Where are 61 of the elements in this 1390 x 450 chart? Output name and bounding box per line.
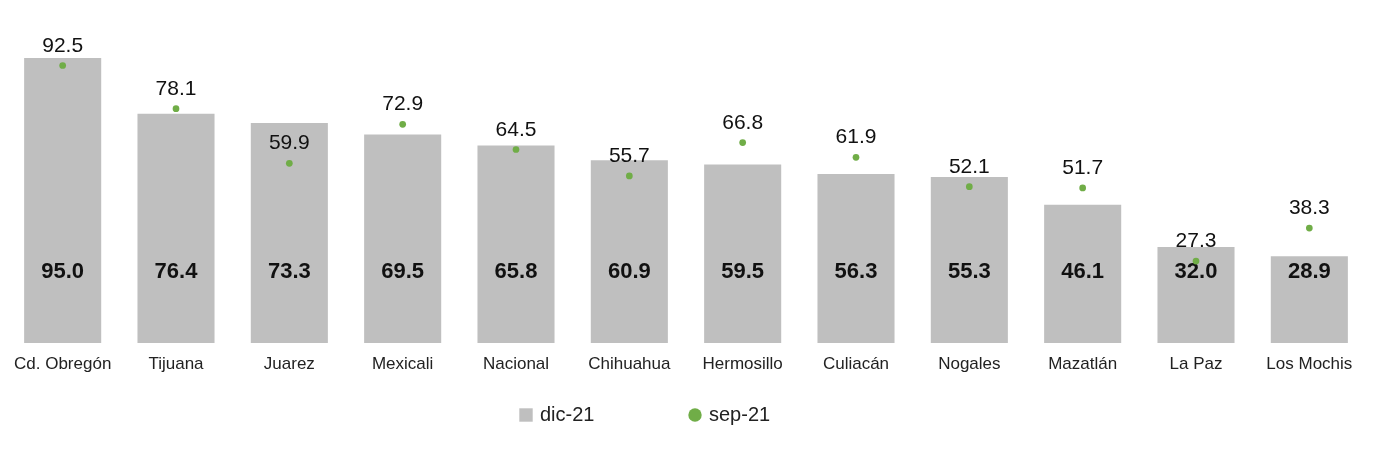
bar <box>1044 204 1122 343</box>
data-label: 51.7 <box>1062 154 1104 178</box>
data-label: 92.5 <box>42 32 84 56</box>
x-tick-label: Chihuahua <box>588 353 671 373</box>
x-tick-label: Juarez <box>263 353 315 373</box>
point <box>739 139 747 146</box>
bar <box>477 145 555 343</box>
point <box>965 183 973 191</box>
data-label: 56.3 <box>834 258 878 283</box>
x-tick-label: La Paz <box>1169 353 1223 373</box>
bar <box>137 113 215 343</box>
data-label: 28.9 <box>1287 258 1331 283</box>
x-tick-label: Los Mochis <box>1266 353 1353 373</box>
bar <box>364 134 442 343</box>
bar <box>590 160 668 343</box>
bar <box>24 58 102 343</box>
legend-label: dic-21 <box>540 403 595 425</box>
point <box>1079 184 1087 192</box>
x-tick-label: Nacional <box>482 353 550 373</box>
x-tick-label: Culiacán <box>822 353 890 373</box>
data-label: 72.9 <box>382 91 424 115</box>
data-label: 60.9 <box>607 258 651 283</box>
point <box>285 159 293 167</box>
point <box>172 105 180 113</box>
bar <box>1157 247 1235 343</box>
data-label: 59.9 <box>268 130 310 154</box>
bar <box>817 174 895 343</box>
bar <box>250 123 328 343</box>
x-tick-label: Nogales <box>938 353 1001 373</box>
data-label: 95.0 <box>41 258 85 283</box>
legend-label: sep-21 <box>709 403 771 425</box>
data-label: 46.1 <box>1061 258 1105 283</box>
data-label: 78.1 <box>155 75 197 99</box>
data-label: 27.3 <box>1175 228 1217 252</box>
data-label: 38.3 <box>1288 195 1330 219</box>
point <box>399 120 407 128</box>
data-label: 55.3 <box>947 258 991 283</box>
point <box>852 153 860 161</box>
data-label: 52.1 <box>948 153 990 177</box>
data-label: 61.9 <box>835 124 877 148</box>
bar <box>704 164 782 343</box>
data-label: 69.5 <box>381 258 425 283</box>
bar <box>930 177 1008 343</box>
bar <box>1270 256 1348 343</box>
data-label: 76.4 <box>154 258 199 283</box>
data-label: 55.7 <box>608 142 650 166</box>
x-tick-label: Hermosillo <box>702 353 783 373</box>
data-label: 73.3 <box>267 258 311 283</box>
point <box>512 146 520 153</box>
data-label: 66.8 <box>722 109 764 133</box>
x-tick-label: Tijuana <box>148 353 205 373</box>
point <box>1305 224 1313 232</box>
data-label: 59.5 <box>721 258 765 283</box>
x-tick-label: Cd. Obregón <box>13 353 112 373</box>
x-tick-label: Mazatlán <box>1048 353 1118 373</box>
point <box>625 172 633 180</box>
data-label: 32.0 <box>1174 258 1218 283</box>
point <box>59 62 67 69</box>
data-label: 65.8 <box>494 258 538 283</box>
x-tick-label: Mexicali <box>371 353 434 373</box>
data-label: 64.5 <box>495 116 537 140</box>
